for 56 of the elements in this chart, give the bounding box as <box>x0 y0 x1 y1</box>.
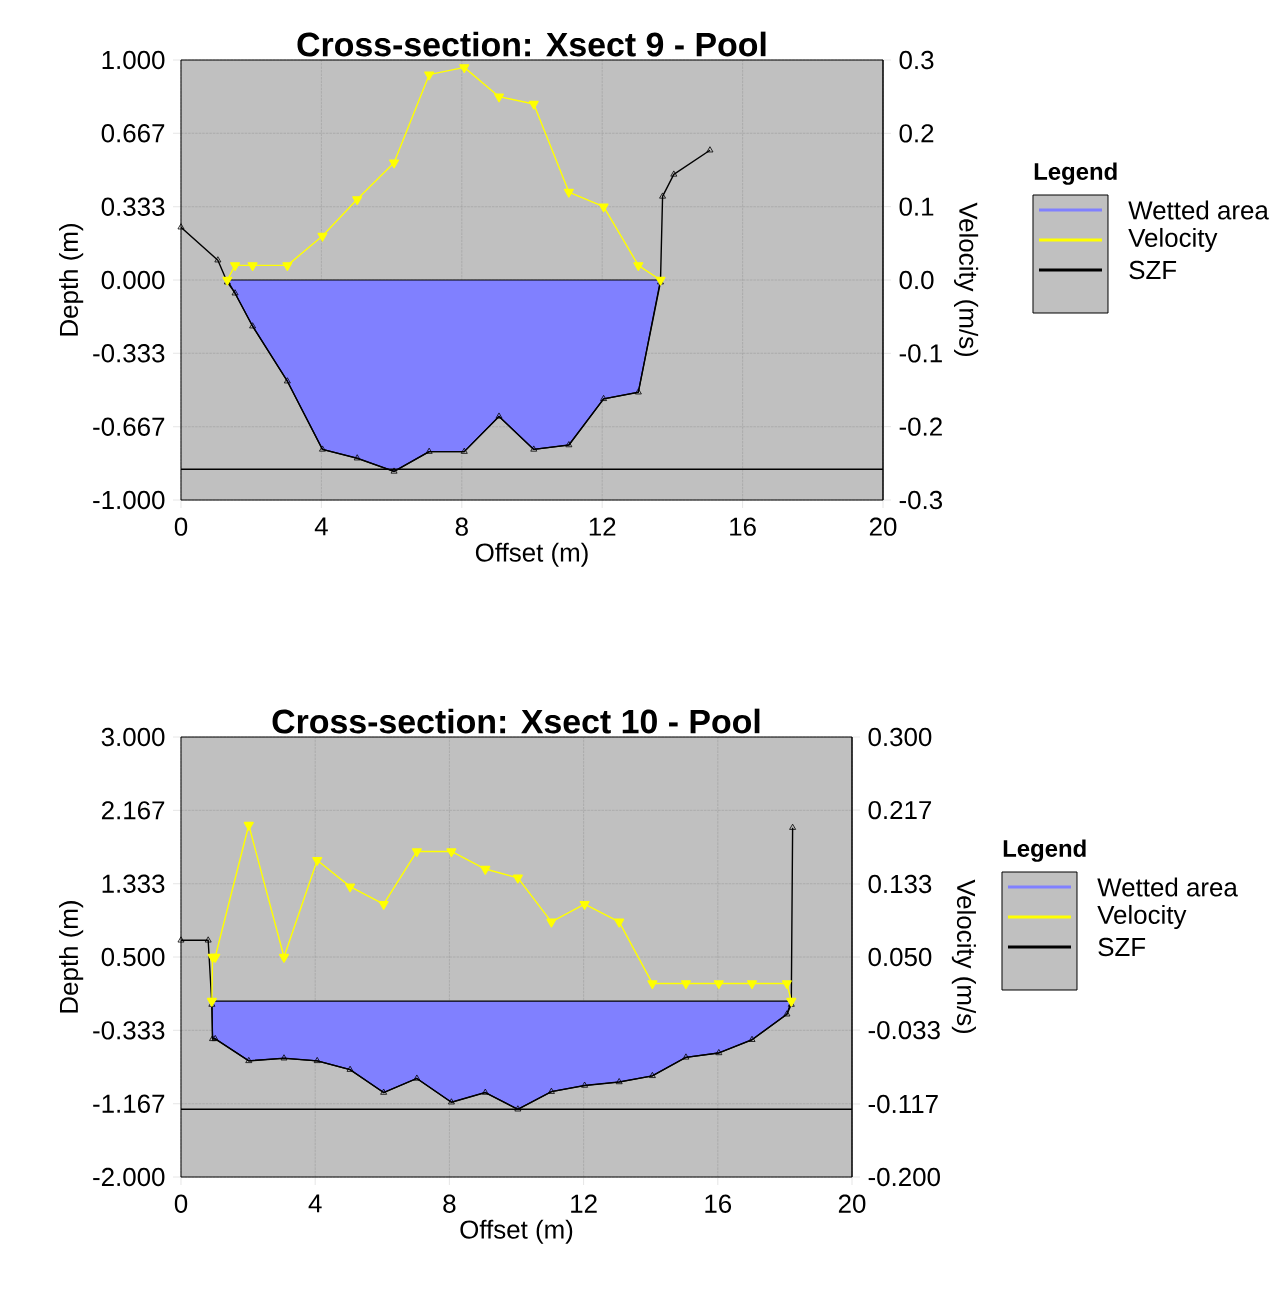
y-tick-label: 0.000 <box>101 270 165 290</box>
y-axis-title: Depth (m) <box>59 224 84 336</box>
x-tick-label: 0 <box>174 1194 188 1213</box>
y-tick-label: 2.167 <box>101 801 165 820</box>
y2-tick-label: 0.217 <box>868 800 932 820</box>
legend-title: Legend <box>1034 162 1117 185</box>
x-tick-label: 20 <box>869 517 897 536</box>
legend-title: Legend <box>1003 839 1086 862</box>
y-tick-label: 0.500 <box>101 947 165 967</box>
legend-label: SZF <box>1098 937 1146 957</box>
chart-title: Cross-section: Xsect 10 - Pool <box>272 708 760 734</box>
chart-title: Cross-section: Xsect 9 - Pool <box>297 31 766 57</box>
y2-tick-label: -0.033 <box>868 1020 940 1040</box>
x-tick-label: 16 <box>705 1194 732 1213</box>
y2-tick-label: 0.3 <box>899 50 934 70</box>
y2-tick-label: 0.1 <box>899 197 934 216</box>
y2-tick-label: -0.1 <box>899 344 942 363</box>
y-tick-label: 1.333 <box>102 874 165 893</box>
legend-label: Velocity <box>1097 904 1187 930</box>
x-tick-label: 4 <box>314 517 328 536</box>
x-axis-title: Offset (m) <box>460 1219 573 1244</box>
x-tick-label: 12 <box>589 517 616 536</box>
legend-label: SZF <box>1129 260 1177 280</box>
y2-tick-label: -0.117 <box>868 1094 938 1114</box>
y-tick-label: 0.667 <box>101 124 165 143</box>
x-tick-label: 4 <box>308 1194 322 1213</box>
x-tick-label: 12 <box>571 1194 597 1213</box>
y2-axis-title: Velocity (m/s) <box>951 879 976 1034</box>
x-tick-label: 20 <box>838 1194 866 1213</box>
y-tick-label: -1.167 <box>93 1094 165 1113</box>
y2-tick-label: 0.133 <box>868 874 932 894</box>
y2-tick-label: -0.200 <box>868 1167 940 1187</box>
y-tick-label: 0.333 <box>101 197 165 216</box>
x-tick-label: 0 <box>174 517 188 536</box>
y-tick-label: -1.000 <box>93 490 165 510</box>
y2-axis-title: Velocity (m/s) <box>954 202 979 357</box>
x-tick-label: 16 <box>730 517 756 536</box>
y-tick-label: -0.333 <box>93 1021 165 1040</box>
y2-tick-label: 0.0 <box>899 270 934 290</box>
legend-label: Velocity <box>1128 227 1218 253</box>
y-tick-label: 1.000 <box>102 50 165 70</box>
y-tick-label: -0.667 <box>93 417 165 436</box>
y-tick-label: 3.000 <box>101 727 165 747</box>
legend-label: Wetted area <box>1097 877 1238 897</box>
x-tick-label: 8 <box>455 517 468 536</box>
legend-label: Wetted area <box>1128 200 1269 220</box>
y2-tick-label: -0.2 <box>899 417 942 436</box>
y2-tick-label: 0.2 <box>899 124 934 143</box>
y-tick-label: -0.333 <box>93 344 165 363</box>
y2-tick-label: -0.3 <box>899 490 943 510</box>
x-axis-title: Offset (m) <box>475 542 588 567</box>
y-axis-title: Depth (m) <box>59 901 84 1013</box>
y2-tick-label: 0.050 <box>868 947 932 967</box>
x-tick-label: 8 <box>443 1194 456 1213</box>
y2-tick-label: 0.300 <box>868 727 932 747</box>
y-tick-label: -2.000 <box>93 1167 165 1187</box>
